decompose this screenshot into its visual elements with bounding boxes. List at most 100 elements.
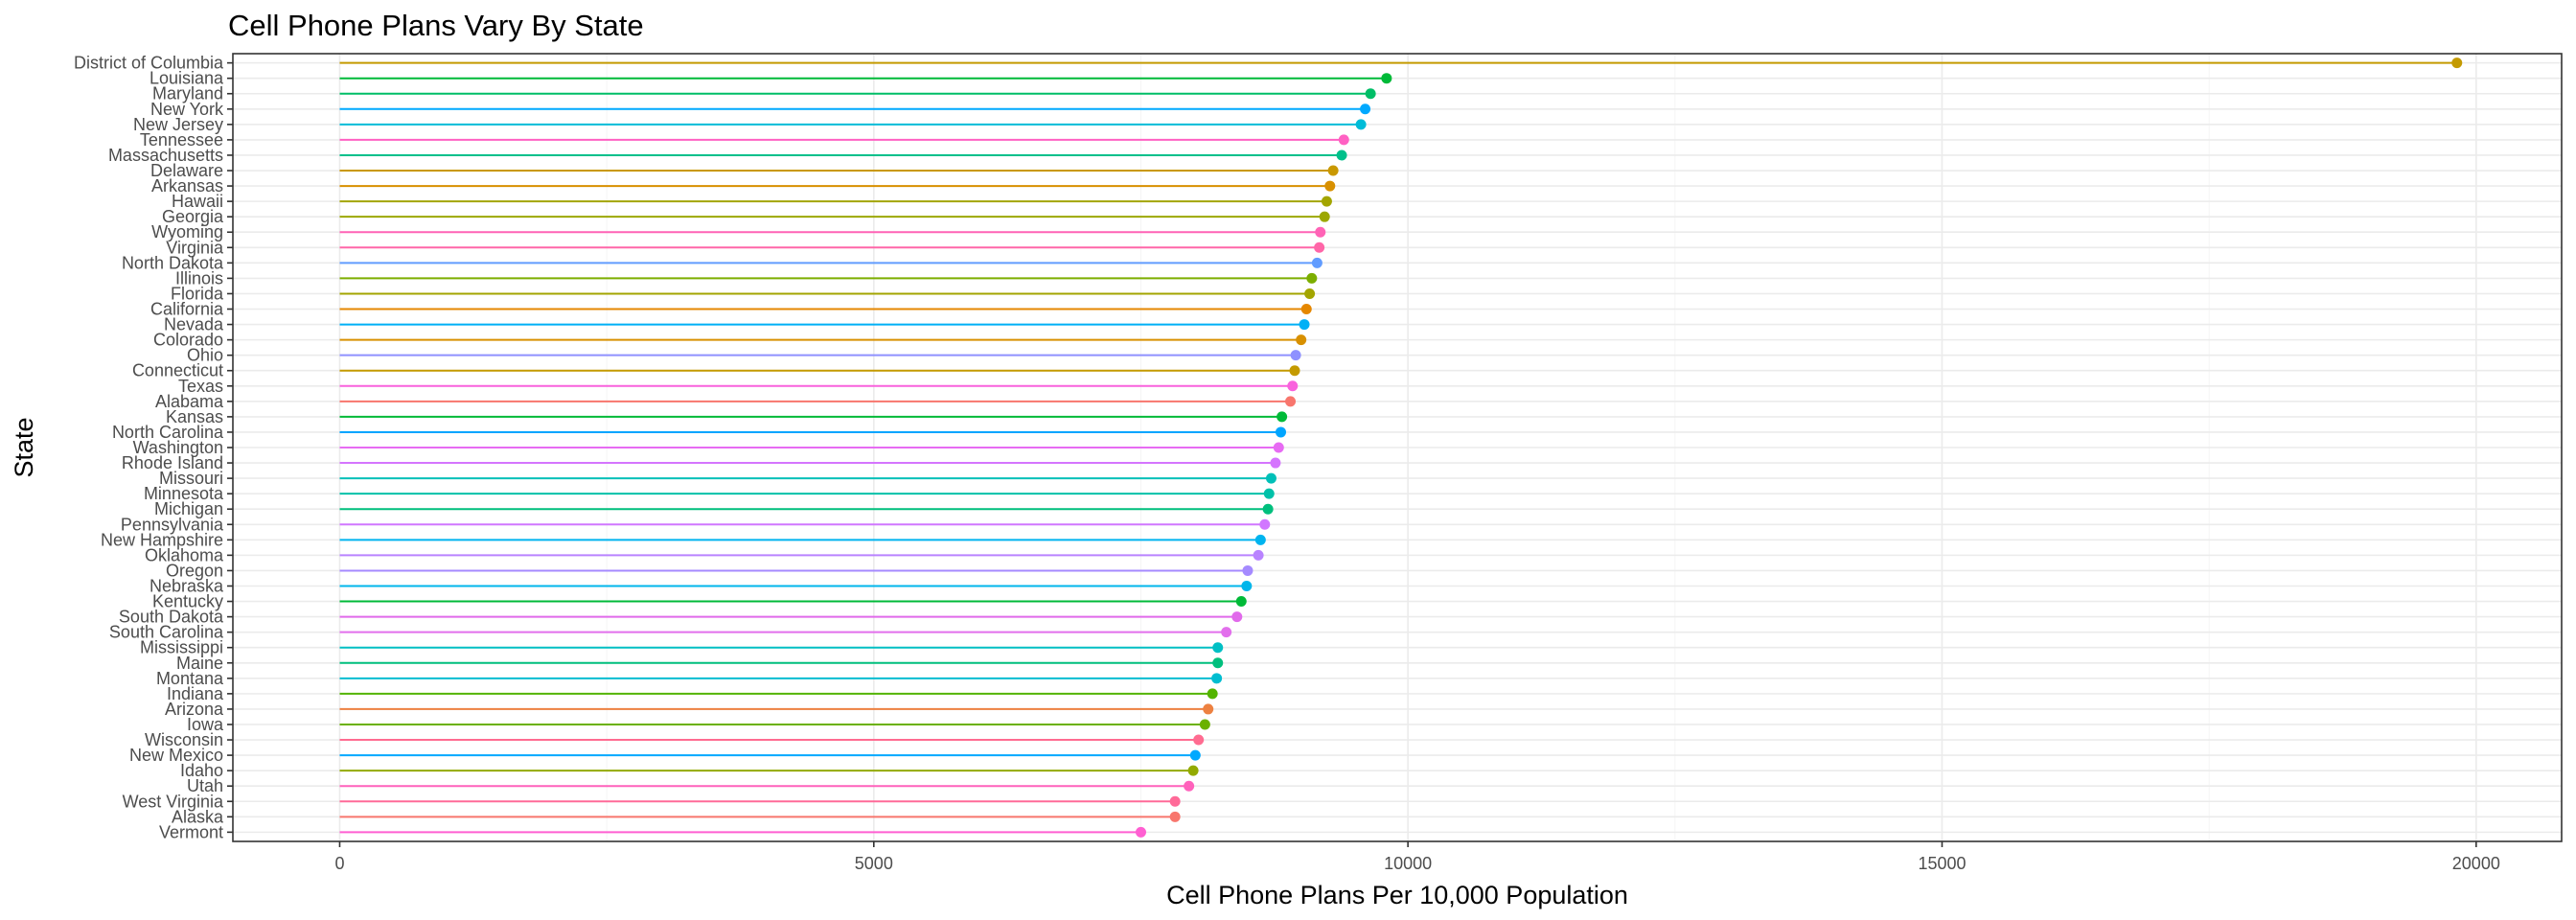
lollipop-point (1365, 88, 1376, 100)
y-tick-label: Maryland (152, 84, 223, 104)
y-tick-label: Georgia (162, 207, 224, 226)
x-tick-label: 20000 (2452, 854, 2500, 873)
lollipop-point (1199, 719, 1210, 730)
y-tick-label: Oregon (166, 561, 223, 580)
lollipop-point (1327, 165, 1339, 176)
lollipop-point (1296, 334, 1307, 346)
y-tick-label: Louisiana (150, 69, 224, 88)
lollipop-point (1265, 472, 1276, 484)
lollipop-point (1306, 272, 1318, 284)
lollipop-point (1207, 688, 1218, 700)
lollipop-point (1169, 795, 1181, 807)
lollipop-point (1231, 611, 1243, 623)
lollipop-point (1135, 826, 1146, 838)
lollipop-point (1235, 596, 1247, 608)
y-tick-label: New Mexico (129, 746, 223, 765)
y-axis-title: State (10, 417, 38, 477)
lollipop-point (2451, 58, 2463, 69)
y-tick-label: Minnesota (144, 484, 224, 503)
lollipop-point (1276, 411, 1288, 423)
lollipop-point (1311, 257, 1322, 268)
lollipop-point (1315, 226, 1326, 238)
lollipop-point (1321, 196, 1332, 207)
lollipop-point (1189, 749, 1201, 761)
y-tick-label: Texas (178, 377, 223, 396)
y-tick-label: Hawaii (172, 192, 223, 211)
lollipop-point (1285, 396, 1297, 407)
y-tick-label: Oklahoma (145, 545, 224, 564)
lollipop-point (1221, 627, 1232, 638)
lollipop-point (1212, 642, 1224, 654)
lollipop-point (1304, 288, 1316, 299)
y-tick-label: Kentucky (152, 592, 223, 611)
mark-layer (339, 58, 2463, 838)
y-tick-label: Ohio (187, 346, 223, 365)
y-tick-label: California (150, 300, 224, 319)
y-tick-label: Vermont (159, 822, 223, 841)
lollipop-point (1212, 657, 1224, 669)
y-tick-label: Michigan (154, 499, 223, 518)
y-tick-label: Washington (133, 438, 223, 457)
y-tick-label: Utah (187, 776, 223, 795)
lollipop-point (1254, 534, 1266, 545)
y-tick-label: North Dakota (122, 253, 224, 272)
y-tick-label: Nebraska (150, 576, 224, 595)
y-tick-label: Massachusetts (108, 146, 223, 165)
lollipop-point (1262, 503, 1274, 515)
lollipop-point (1338, 134, 1349, 146)
y-tick-label: West Virginia (123, 792, 224, 811)
y-tick-label: Tennessee (140, 130, 223, 150)
y-tick-label: Mississippi (140, 638, 223, 657)
lollipop-point (1242, 564, 1254, 576)
y-tick-label: District of Columbia (74, 54, 224, 73)
x-tick-label: 0 (334, 854, 344, 873)
chart-title: Cell Phone Plans Vary By State (228, 9, 644, 42)
y-tick-label: Idaho (180, 761, 223, 780)
y-tick-label: Virginia (166, 238, 224, 257)
y-tick-label: Connecticut (132, 361, 223, 380)
y-tick-label: North Carolina (112, 423, 224, 442)
y-tick-label: New Hampshire (101, 530, 223, 549)
lollipop-point (1203, 703, 1214, 715)
x-tick-label: 10000 (1384, 854, 1432, 873)
lollipop-point (1299, 319, 1310, 331)
y-tick-label: Alabama (155, 392, 224, 411)
y-tick-label: Arizona (165, 700, 224, 719)
y-tick-label: Maine (176, 654, 223, 673)
y-tick-label: Nevada (164, 315, 224, 334)
lollipop-point (1289, 365, 1300, 377)
y-tick-label: New Jersey (133, 115, 223, 134)
y-tick-label: Alaska (172, 807, 224, 826)
x-tick-label: 15000 (1918, 854, 1966, 873)
lollipop-point (1287, 380, 1299, 392)
lollipop-point (1276, 426, 1286, 438)
lollipop-point (1169, 811, 1181, 822)
y-tick-label: Iowa (187, 715, 224, 734)
lollipop-point (1355, 119, 1367, 130)
y-tick-label: Wisconsin (145, 730, 223, 749)
lollipop-point (1187, 765, 1199, 776)
lollipop-point (1273, 442, 1284, 453)
y-tick-label: Florida (171, 284, 224, 303)
x-tick-label: 5000 (855, 854, 893, 873)
y-tick-label: South Carolina (109, 623, 224, 642)
y-tick-label: Pennsylvania (121, 515, 224, 534)
y-tick-label: Rhode Island (122, 453, 223, 472)
lollipop-point (1336, 150, 1347, 161)
lollipop-point (1319, 211, 1330, 222)
lollipop-point (1314, 242, 1325, 253)
lollipop-point (1241, 580, 1253, 591)
lollipop-point (1253, 549, 1264, 561)
y-tick-label: Kansas (166, 407, 223, 426)
lollipop-point (1259, 518, 1271, 530)
lollipop-point (1211, 673, 1223, 684)
x-axis-title: Cell Phone Plans Per 10,000 Population (1166, 881, 1628, 909)
y-tick-label: Illinois (175, 268, 223, 288)
y-tick-label: Montana (156, 669, 224, 688)
y-tick-label: Indiana (167, 684, 224, 703)
y-tick-label: Colorado (153, 331, 223, 350)
lollipop-point (1381, 73, 1392, 84)
lollipop-point (1324, 180, 1336, 192)
